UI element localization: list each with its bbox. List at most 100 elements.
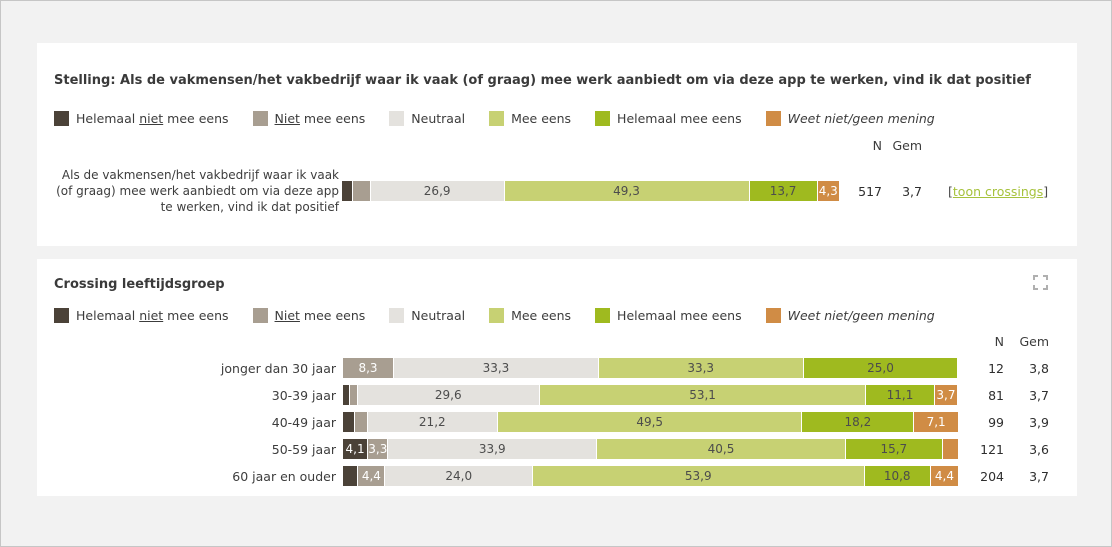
bar-segment-helemaal_mee_eens: 10,8 [864,466,931,486]
bar-segment-niet: 4,4 [358,466,386,486]
crossing-row: jonger dan 30 jaar 8,3 33,3 33,3 25,0 12 3,8 [54,358,1060,378]
bar-segment-helemaal_mee_eens: 13,7 [749,181,818,201]
bar-segment-weet_niet [942,439,958,459]
stacked-bar: 8,3 33,3 33,3 25,0 [343,358,958,378]
legend-label: Helemaal mee eens [617,308,742,323]
gem-value: 3,6 [1029,441,1049,457]
expand-icon[interactable] [1033,275,1048,290]
bar-segment-mee_eens: 53,9 [533,466,865,486]
crossing-bar-container: 21,2 49,5 18,2 7,1 [343,412,958,432]
bar-segment-neutraal: 29,6 [357,385,540,405]
link-bracket-open: [ [948,183,953,199]
stacked-bar: 4,1 3,3 33,9 40,5 15,7 [343,439,958,459]
helemaal_niet-swatch-icon [54,308,69,323]
helemaal_mee_eens-swatch-icon [595,308,611,323]
column-header-gem: Gem [1019,334,1049,349]
bar-segment-helemaal_niet [343,385,351,405]
bar-segment-niet [353,181,371,201]
gem-value: 3,8 [1029,360,1049,376]
age-group-label: 30-39 jaar [271,387,336,403]
gem-value: 3,7 [902,183,922,199]
bar-segment-helemaal_mee_eens: 18,2 [802,412,915,432]
n-value: 517 [858,183,882,199]
crossing-bar-container: 4,1 3,3 33,9 40,5 15,7 [343,439,958,459]
legend-stelling: Helemaal niet mee eens Niet mee eens Neutr… [54,111,1060,126]
bar-segment-niet [355,412,368,432]
legend-label: Weet niet/geen mening [787,308,935,323]
age-group-label: jonger dan 30 jaar [220,360,336,376]
crossing-title: Crossing leeftijdsgroep [54,277,225,292]
helemaal_mee_eens-swatch-icon [595,111,611,126]
mee_eens-swatch-icon [489,111,505,126]
bar-segment-helemaal_niet: 4,1 [343,439,369,459]
stacked-bar: 4,4 24,0 53,9 10,8 4,4 [343,466,958,486]
toon-crossings-link[interactable]: toon crossings [952,183,1044,199]
bar-segment-neutraal: 33,3 [394,358,599,378]
legend-item-weet_niet: Weet niet/geen mening [765,111,935,126]
stacked-bar: 29,6 53,1 11,1 3,7 [343,385,958,405]
legend-label: Helemaal niet mee eens [76,308,229,323]
bar-segment-neutraal: 26,9 [370,181,505,201]
gem-value: 3,7 [1029,468,1049,484]
legend-item-mee_eens: Mee eens [489,308,571,323]
link-bracket-close: ] [1043,183,1049,199]
legend-label: Helemaal niet mee eens [76,111,229,126]
bar-segment-weet_niet: 7,1 [914,412,958,432]
legend-label: Helemaal mee eens [617,111,742,126]
legend-label: Weet niet/geen mening [787,111,935,126]
bar-segment-helemaal_niet [343,412,356,432]
n-value: 99 [988,414,1004,430]
toon-crossings: [toon crossings] [948,184,1048,199]
legend-item-niet: Niet mee eens [252,111,365,126]
niet-swatch-icon [252,111,268,126]
legend-item-mee_eens: Mee eens [489,111,571,126]
crossing-row: 40-49 jaar 21,2 49,5 18,2 7,1 99 3,9 [54,412,1060,432]
gem-value: 3,9 [1029,414,1049,430]
bar-segment-neutraal: 21,2 [367,412,498,432]
crossing-bar-container: 4,4 24,0 53,9 10,8 4,4 [343,466,958,486]
legend-label: Mee eens [511,308,572,323]
crossing-bar-container: 29,6 53,1 11,1 3,7 [343,385,958,405]
niet-swatch-icon [252,308,268,323]
stelling-title: Stelling: Als de vakmensen/het vakbedrij… [54,73,1031,88]
n-value: 204 [980,468,1004,484]
legend-item-helemaal_mee_eens: Helemaal mee eens [595,308,742,323]
n-value: 121 [980,441,1004,457]
legend-item-neutraal: Neutraal [389,111,465,126]
column-header-gem: Gem [892,138,922,153]
bar-segment-mee_eens: 33,3 [598,358,804,378]
bar-segment-neutraal: 24,0 [385,466,534,486]
crossing-rows: jonger dan 30 jaar 8,3 33,3 33,3 25,0 12 3,8 30… [54,358,1060,486]
bar-segment-helemaal_niet [342,181,354,201]
stacked-bar: 26,9 49,3 13,7 4,3 [342,181,839,201]
mee_eens-swatch-icon [489,308,505,323]
legend-item-helemaal_niet: Helemaal niet mee eens [54,111,229,126]
legend-crossing: Helemaal niet mee eens Niet mee eens Neutr… [54,308,1060,323]
gem-value: 3,7 [1029,387,1049,403]
bar-segment-niet: 3,3 [368,439,389,459]
bar-segment-weet_niet: 4,3 [817,181,839,201]
neutraal-swatch-icon [389,308,405,323]
weet_niet-swatch-icon [765,111,781,126]
bar-segment-mee_eens: 40,5 [596,439,847,459]
weet_niet-swatch-icon [765,308,781,323]
bar-segment-mee_eens: 53,1 [539,385,867,405]
bar-segment-helemaal_mee_eens: 15,7 [846,439,943,459]
legend-item-helemaal_mee_eens: Helemaal mee eens [595,111,742,126]
bar-segment-mee_eens: 49,3 [504,181,750,201]
bar-segment-helemaal_mee_eens: 25,0 [803,358,958,378]
legend-label: Mee eens [511,111,572,126]
stelling-panel: Stelling: Als de vakmensen/het vakbedrij… [37,43,1077,246]
column-headers-stelling: N Gem [54,138,1060,153]
age-group-label: 60 jaar en ouder [232,468,336,484]
column-header-n: N [872,138,882,153]
bar-segment-mee_eens: 49,5 [497,412,803,432]
legend-label: Niet mee eens [274,308,366,323]
stelling-bar-container: 26,9 49,3 13,7 4,3 [342,181,839,201]
helemaal_niet-swatch-icon [54,111,69,126]
crossing-row: 50-59 jaar 4,1 3,3 33,9 40,5 15,7 121 3,6 [54,439,1060,459]
column-headers-crossing: N Gem [54,334,1060,349]
legend-label: Neutraal [411,308,466,323]
bar-segment-niet: 8,3 [343,358,395,378]
